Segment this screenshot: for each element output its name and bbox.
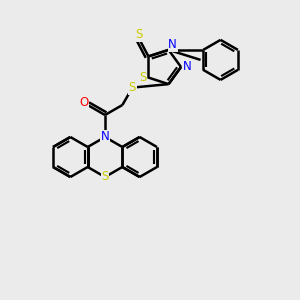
Text: S: S bbox=[101, 170, 109, 184]
Text: S: S bbox=[135, 28, 142, 41]
Text: N: N bbox=[168, 38, 177, 51]
Text: N: N bbox=[183, 61, 191, 74]
Text: S: S bbox=[139, 71, 146, 84]
Text: O: O bbox=[79, 95, 88, 109]
Text: S: S bbox=[129, 81, 136, 94]
Text: N: N bbox=[100, 130, 109, 143]
